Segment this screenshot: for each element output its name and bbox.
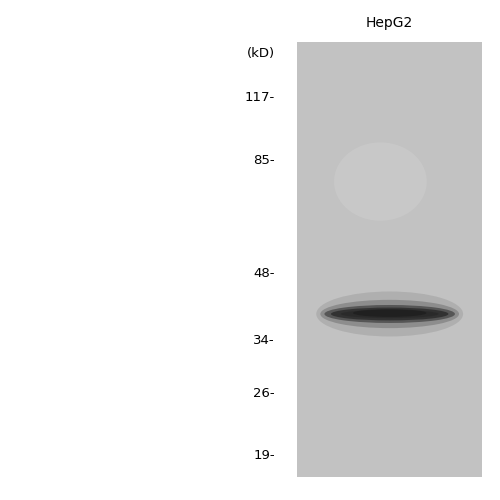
Ellipse shape (316, 292, 463, 337)
Ellipse shape (331, 308, 448, 320)
Text: 19-: 19- (253, 449, 274, 462)
Bar (297, 42, 482, 478)
Text: 48-: 48- (253, 266, 274, 280)
Text: HepG2: HepG2 (366, 16, 414, 30)
Text: (kD): (kD) (246, 48, 274, 60)
Ellipse shape (320, 300, 459, 328)
Ellipse shape (334, 142, 427, 220)
Ellipse shape (353, 309, 426, 317)
Ellipse shape (324, 305, 455, 323)
Text: 85-: 85- (253, 154, 274, 167)
Ellipse shape (340, 310, 438, 318)
Text: 117-: 117- (244, 91, 274, 104)
Text: 34-: 34- (253, 334, 274, 347)
Text: 26-: 26- (253, 388, 274, 400)
